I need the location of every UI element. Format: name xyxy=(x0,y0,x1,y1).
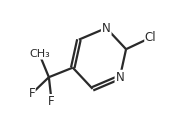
Text: Cl: Cl xyxy=(145,31,156,44)
Text: F: F xyxy=(48,95,55,108)
Text: N: N xyxy=(116,71,124,84)
Text: N: N xyxy=(102,22,111,34)
Text: CH₃: CH₃ xyxy=(29,49,50,59)
Text: F: F xyxy=(28,87,35,100)
